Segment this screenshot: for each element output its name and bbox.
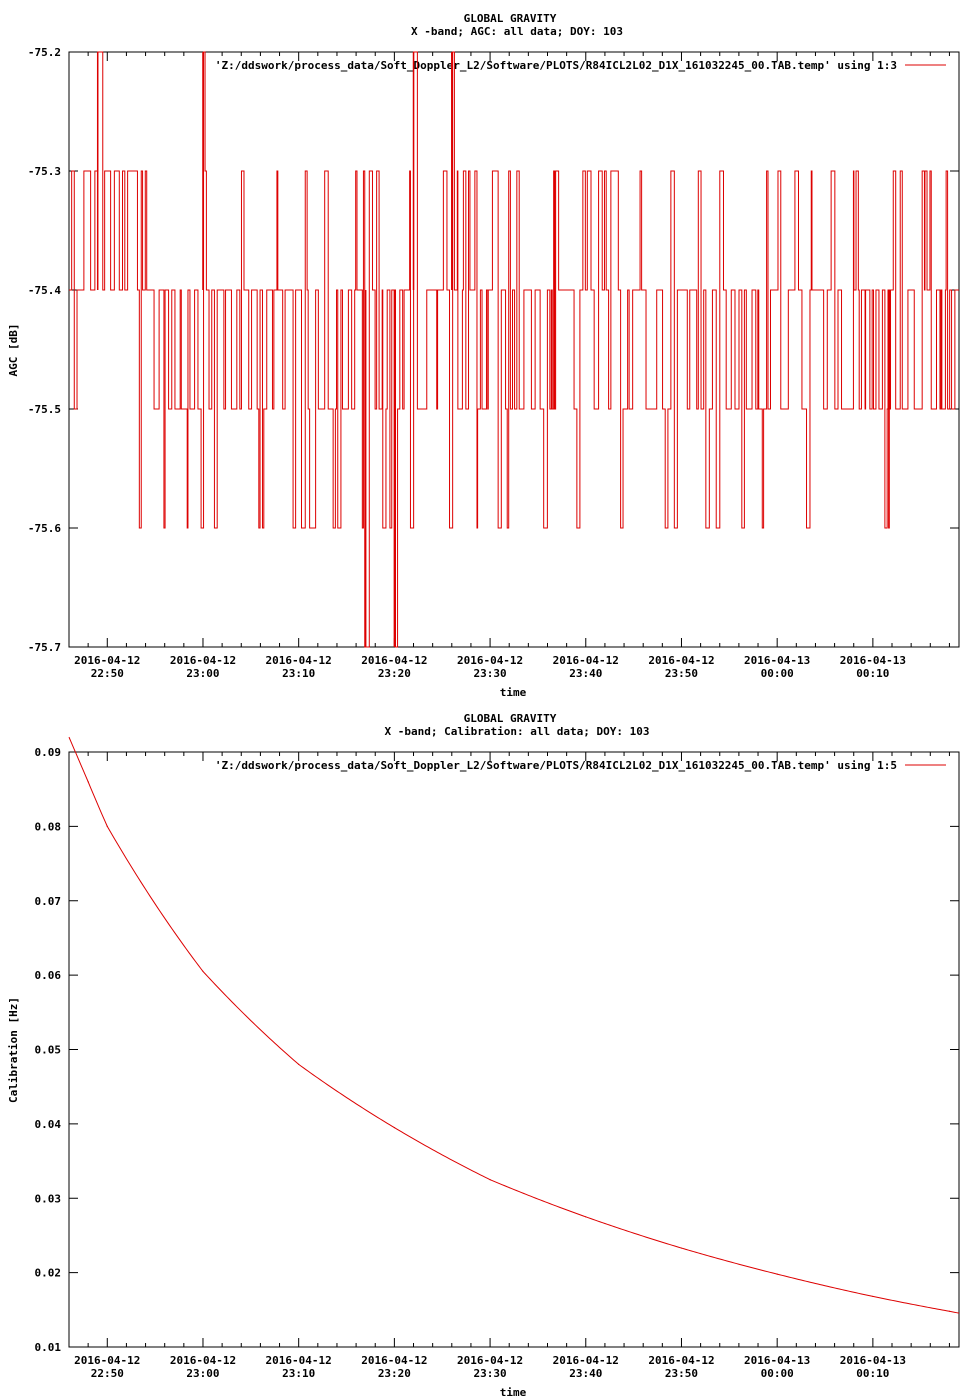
agc-x-tick-date: 2016-04-12 [266, 654, 332, 667]
calibration-x-ticks: 2016-04-1222:502016-04-1223:002016-04-12… [68, 752, 950, 1380]
calibration-data-point [202, 970, 204, 973]
agc-x-tick-time: 23:20 [378, 667, 411, 680]
agc-x-tick-time: 00:10 [856, 667, 889, 680]
agc-x-tick-time: 23:40 [569, 667, 602, 680]
agc-x-tick-date: 2016-04-12 [74, 654, 140, 667]
calibration-data-point [585, 1216, 587, 1218]
agc-x-axis-label: time [500, 686, 527, 699]
calibration-data-point [489, 1179, 491, 1181]
calibration-x-tick-time: 23:40 [569, 1367, 602, 1380]
agc-y-tick-label: -75.5 [28, 403, 61, 416]
calibration-y-ticks: 0.09 0.08 0.07 0.06 0.05 0.04 0.03 0.02 0.01 [35, 746, 959, 1354]
calibration-x-tick-time: 23:20 [378, 1367, 411, 1380]
calibration-subtitle: X -band; Calibration: all data; DOY: 103 [385, 725, 650, 738]
agc-subtitle: X -band; AGC: all data; DOY: 103 [411, 25, 623, 38]
agc-x-tick-date: 2016-04-12 [170, 654, 236, 667]
agc-y-tick-label: -75.7 [28, 641, 61, 654]
calibration-x-tick-time: 00:10 [856, 1367, 889, 1380]
calibration-title: GLOBAL GRAVITY [464, 712, 557, 725]
calibration-data-point [680, 1247, 683, 1249]
calibration-x-tick-date: 2016-04-12 [170, 1354, 236, 1367]
calibration-x-axis-label: time [500, 1386, 527, 1399]
calibration-x-tick-time: 23:10 [282, 1367, 315, 1380]
calibration-x-tick-date: 2016-04-12 [266, 1354, 332, 1367]
calibration-x-tick-date: 2016-04-12 [74, 1354, 140, 1367]
agc-plot-frame [68, 51, 960, 648]
agc-y-tick-label: -75.4 [28, 284, 61, 297]
agc-series [69, 51, 959, 648]
calibration-data-point [393, 1126, 395, 1129]
calibration-x-tick-time: 23:00 [186, 1367, 219, 1380]
agc-x-tick-time: 23:00 [186, 667, 219, 680]
calibration-x-tick-time: 23:50 [665, 1367, 698, 1380]
agc-x-tick-time: 00:00 [761, 667, 794, 680]
calibration-x-tick-date: 2016-04-12 [361, 1354, 427, 1367]
agc-x-tick-time: 23:30 [474, 667, 507, 680]
calibration-y-tick-label: 0.07 [35, 895, 62, 908]
calibration-x-tick-date: 2016-04-12 [457, 1354, 523, 1367]
agc-y-tick-label: -75.3 [28, 165, 61, 178]
calibration-y-tick-label: 0.01 [35, 1341, 62, 1354]
agc-y-tick-label: -75.6 [28, 522, 61, 535]
calibration-x-tick-time: 22:50 [91, 1367, 124, 1380]
calibration-y-axis-label: Calibration [Hz] [7, 997, 20, 1103]
calibration-panel: GLOBAL GRAVITY X -band; Calibration: all… [7, 712, 960, 1399]
calibration-y-tick-label: 0.06 [35, 969, 62, 982]
calibration-x-tick-date: 2016-04-12 [648, 1354, 714, 1367]
calibration-x-tick-date: 2016-04-13 [840, 1354, 906, 1367]
calibration-x-tick-time: 23:30 [474, 1367, 507, 1380]
calibration-y-tick-label: 0.02 [35, 1267, 62, 1280]
calibration-y-tick-label: 0.08 [35, 820, 62, 833]
agc-x-tick-date: 2016-04-12 [648, 654, 714, 667]
calibration-x-tick-time: 00:00 [761, 1367, 794, 1380]
agc-x-tick-date: 2016-04-12 [361, 654, 427, 667]
agc-x-tick-time: 22:50 [91, 667, 124, 680]
calibration-series [68, 736, 960, 1314]
agc-panel: GLOBAL GRAVITY X -band; AGC: all data; D… [7, 12, 960, 699]
agc-title: GLOBAL GRAVITY [464, 12, 557, 25]
agc-x-tick-date: 2016-04-13 [744, 654, 810, 667]
agc-series-line [69, 51, 959, 648]
agc-x-tick-date: 2016-04-12 [457, 654, 523, 667]
agc-legend-label: 'Z:/ddswork/process_data/Soft_Doppler_L2… [215, 59, 897, 72]
calibration-y-tick-label: 0.09 [35, 746, 62, 759]
calibration-data-point [87, 781, 89, 783]
agc-x-tick-date: 2016-04-12 [553, 654, 619, 667]
agc-x-tick-time: 23:10 [282, 667, 315, 680]
calibration-data-point [872, 1295, 874, 1298]
calibration-x-tick-date: 2016-04-12 [553, 1354, 619, 1367]
agc-x-tick-date: 2016-04-13 [840, 654, 906, 667]
calibration-y-tick-label: 0.05 [35, 1044, 62, 1057]
calibration-legend-label: 'Z:/ddswork/process_data/Soft_Doppler_L2… [215, 759, 897, 772]
calibration-data-point [106, 825, 108, 827]
calibration-data-point [948, 1310, 951, 1312]
agc-x-ticks: 2016-04-1222:502016-04-1223:002016-04-12… [68, 52, 950, 680]
calibration-y-tick-label: 0.04 [35, 1118, 62, 1131]
calibration-x-tick-date: 2016-04-13 [744, 1354, 810, 1367]
agc-y-axis-label: AGC [dB] [7, 324, 20, 377]
calibration-y-tick-label: 0.03 [35, 1192, 62, 1205]
calibration-data-point [776, 1273, 778, 1275]
calibration-series-line [68, 736, 960, 1314]
calibration-data-point [298, 1063, 300, 1065]
agc-y-tick-label: -75.2 [28, 46, 61, 59]
agc-x-tick-time: 23:50 [665, 667, 698, 680]
